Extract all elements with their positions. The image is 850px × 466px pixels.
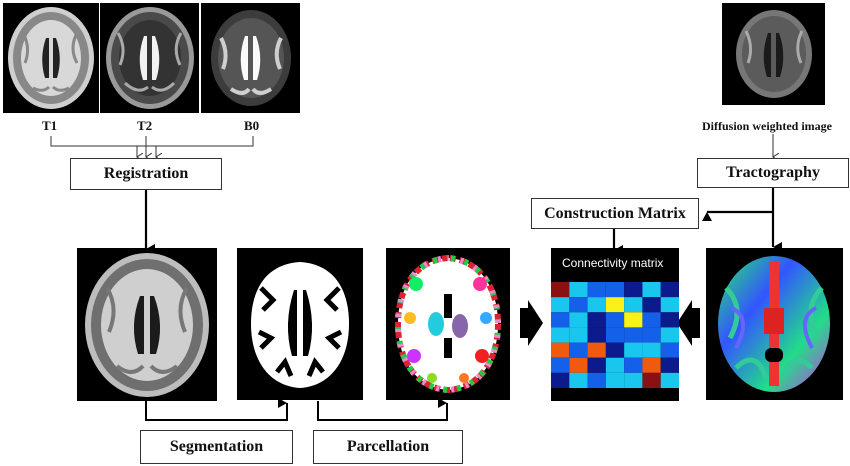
tractography-box: Tractography — [697, 158, 849, 188]
matrix-cell — [551, 312, 570, 328]
matrix-cell — [642, 357, 661, 373]
connectivity-matrix-panel: Connectivity matrix — [551, 248, 679, 401]
b0-image — [201, 3, 300, 113]
dwi-label: Diffusion weighted image — [702, 119, 832, 133]
t1-image — [3, 3, 99, 113]
left-block-arrow — [520, 300, 543, 346]
matrix-cell — [642, 327, 661, 343]
registered-t1-image — [77, 248, 217, 401]
matrix-cell — [605, 372, 625, 388]
matrix-cell — [587, 357, 606, 373]
b0-label: B0 — [244, 118, 260, 133]
parcellation-box: Parcellation — [313, 430, 463, 464]
registration-box: Registration — [70, 158, 222, 190]
matrix-cell — [551, 297, 570, 313]
matrix-cell — [660, 372, 679, 388]
matrix-cell — [660, 312, 679, 328]
segmentation-image — [237, 248, 363, 400]
connectivity-matrix-title: Connectivity matrix — [562, 256, 664, 270]
matrix-cell — [569, 312, 588, 328]
matrix-cell — [551, 357, 570, 373]
matrix-cell — [551, 327, 570, 343]
matrix-cell — [587, 297, 606, 313]
matrix-cell — [605, 327, 625, 343]
matrix-cell — [587, 342, 606, 358]
matrix-cell — [660, 297, 679, 313]
matrix-cell — [605, 342, 625, 358]
matrix-cell — [569, 342, 588, 358]
matrix-cell — [624, 312, 643, 328]
matrix-cell — [605, 312, 625, 328]
input-merge-lines — [50, 136, 254, 157]
t2-label: T2 — [137, 118, 153, 133]
matrix-cell — [624, 372, 643, 388]
matrix-cell — [569, 357, 588, 373]
matrix-cell — [660, 327, 679, 343]
dwi-image — [722, 3, 825, 105]
matrix-cell — [642, 342, 661, 358]
construction-matrix-box: Construction Matrix — [531, 198, 699, 229]
t2-image — [100, 3, 199, 113]
matrix-cell — [605, 357, 625, 373]
matrix-cell — [569, 297, 588, 313]
matrix-cell — [660, 342, 679, 358]
matrix-cell — [605, 282, 625, 298]
matrix-cell — [551, 282, 570, 298]
t1-label: T1 — [42, 118, 58, 133]
matrix-cell — [551, 372, 570, 388]
matrix-cell — [587, 282, 606, 298]
matrix-cell — [624, 357, 643, 373]
matrix-cell — [642, 372, 661, 388]
tractography-image — [706, 248, 843, 400]
matrix-cell — [587, 372, 606, 388]
segmentation-arrow — [145, 398, 288, 421]
matrix-cell — [605, 297, 625, 313]
parcellation-image — [386, 248, 510, 400]
matrix-cell — [642, 282, 661, 298]
matrix-cell — [587, 312, 606, 328]
right-block-arrow — [677, 300, 700, 346]
matrix-cell — [642, 297, 661, 313]
matrix-cell — [660, 282, 679, 298]
matrix-cell — [660, 357, 679, 373]
matrix-cell — [587, 327, 606, 343]
matrix-cell — [642, 312, 661, 328]
matrix-cell — [569, 372, 588, 388]
matrix-cell — [624, 327, 643, 343]
connectivity-matrix-grid — [551, 282, 679, 388]
parcellation-arrow — [317, 398, 448, 421]
matrix-cell — [569, 282, 588, 298]
matrix-cell — [624, 297, 643, 313]
matrix-cell — [624, 342, 643, 358]
matrix-cell — [569, 327, 588, 343]
segmentation-box: Segmentation — [140, 430, 293, 464]
matrix-cell — [551, 342, 570, 358]
matrix-cell — [624, 282, 643, 298]
